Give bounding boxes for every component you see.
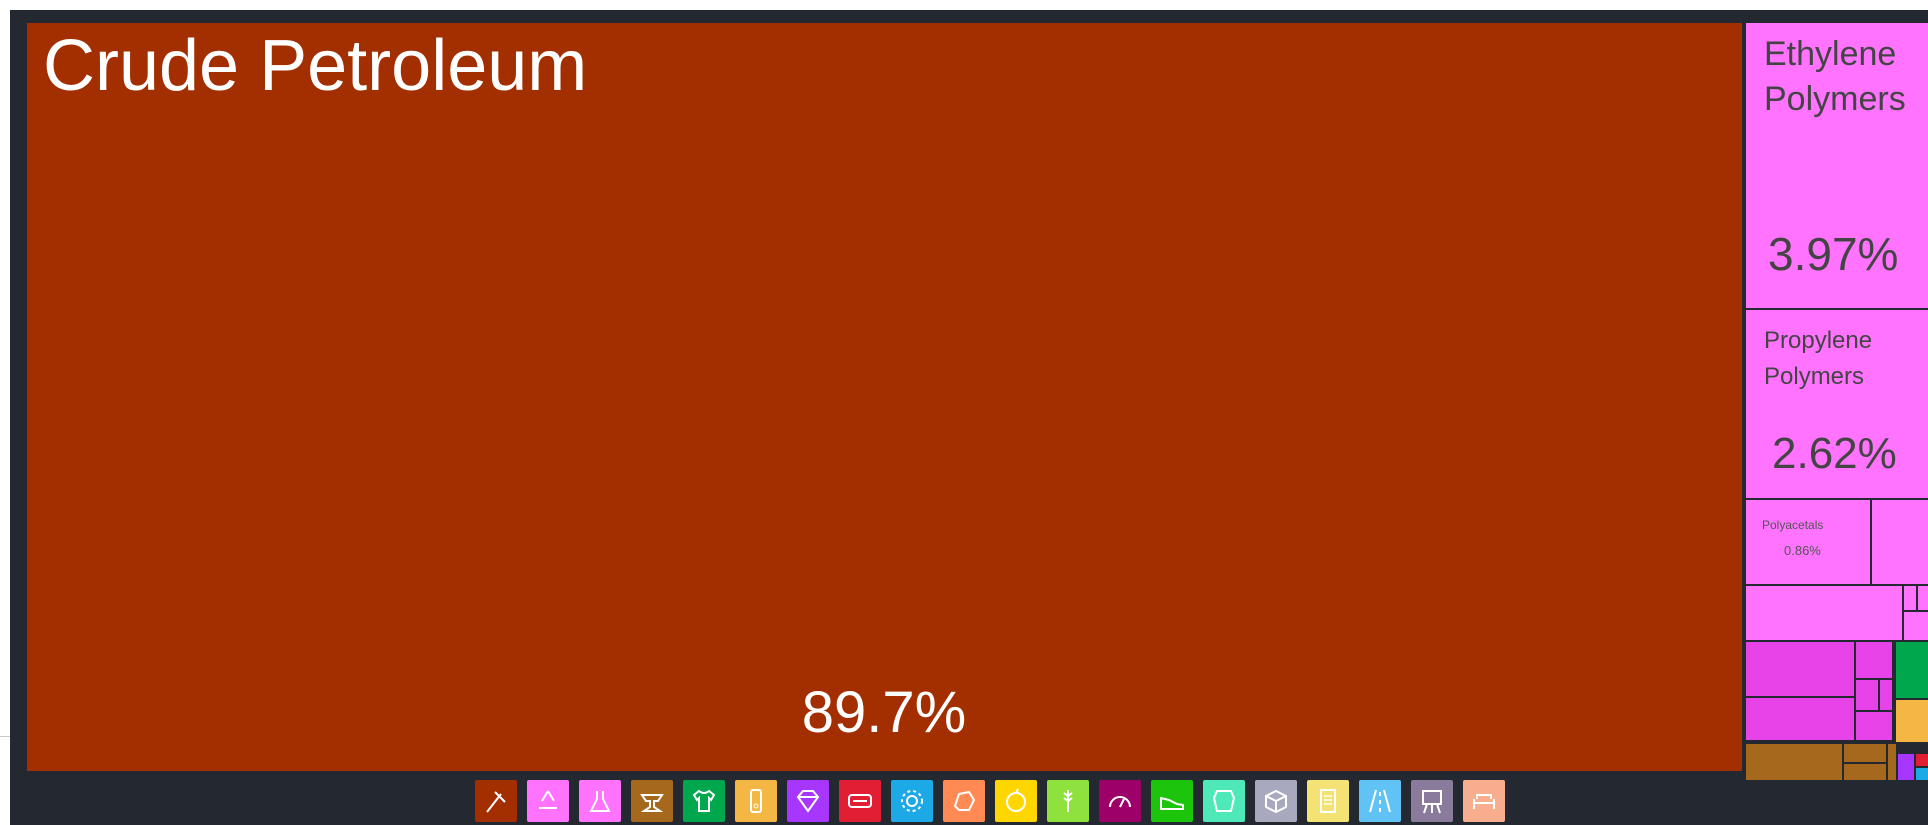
tile-small-3[interactable] (1904, 586, 1916, 610)
easel-icon[interactable] (1411, 780, 1453, 822)
tile-metals-2[interactable] (1844, 744, 1886, 762)
chart-frame: Crude Petroleum 89.7% Ethylene Polymers … (10, 10, 1928, 825)
gauge-icon[interactable] (1099, 780, 1141, 822)
tile-small-5[interactable] (1904, 612, 1928, 640)
shoe-icon[interactable] (1151, 780, 1193, 822)
paper-icon[interactable] (1307, 780, 1349, 822)
tile-label-propylene-polymers-2: Polymers (1764, 363, 1864, 390)
tile-value-polyacetals: 0.86% (1784, 543, 1821, 558)
tile-chem-4[interactable] (1856, 680, 1878, 710)
tile-value-crude-petroleum: 89.7% (802, 680, 966, 745)
wheat-icon[interactable] (1047, 780, 1089, 822)
tile-ethylene-polymers[interactable] (1746, 23, 1928, 308)
minerals-icon[interactable] (475, 780, 517, 822)
tile-value-ethylene-polymers: 3.97% (1768, 228, 1898, 280)
tile-chem-1[interactable] (1746, 642, 1854, 696)
recycling-icon[interactable] (527, 780, 569, 822)
bottle-icon[interactable] (735, 780, 777, 822)
tile-chem-6[interactable] (1856, 712, 1892, 740)
tile-metals-4[interactable] (1888, 744, 1896, 780)
flask-icon[interactable] (579, 780, 621, 822)
tile-small-2[interactable] (1746, 586, 1902, 640)
tile-chem-5[interactable] (1880, 680, 1892, 710)
hide-icon[interactable] (1203, 780, 1245, 822)
shirt-icon[interactable] (683, 780, 725, 822)
tile-metals-1[interactable] (1746, 744, 1842, 780)
tile-polyacetals[interactable] (1746, 500, 1870, 584)
sofa-icon[interactable] (1463, 780, 1505, 822)
category-icon-bar (475, 780, 1505, 822)
tile-propylene-polymers[interactable] (1746, 310, 1928, 498)
treemap: Crude Petroleum 89.7% Ethylene Polymers … (27, 23, 1928, 780)
gem-icon[interactable] (787, 780, 829, 822)
tile-value-propylene-polymers: 2.62% (1772, 429, 1897, 478)
tile-label-ethylene-polymers-2: Polymers (1764, 80, 1906, 118)
tile-electronics[interactable] (1916, 754, 1928, 766)
gear-icon[interactable] (891, 780, 933, 822)
tile-chem-2[interactable] (1746, 698, 1854, 740)
tile-label-ethylene-polymers-1: Ethylene (1764, 35, 1896, 73)
road-icon[interactable] (1359, 780, 1401, 822)
tile-label-propylene-polymers-1: Propylene (1764, 327, 1872, 354)
tile-small-4[interactable] (1918, 586, 1928, 610)
fruit-icon[interactable] (995, 780, 1037, 822)
box-icon[interactable] (1255, 780, 1297, 822)
tile-metals-3[interactable] (1844, 764, 1886, 780)
tile-machines[interactable] (1916, 768, 1928, 780)
keyboard-icon[interactable] (839, 780, 881, 822)
axis-tick (0, 736, 10, 737)
tile-plastics[interactable] (1896, 700, 1928, 742)
tile-chem-3[interactable] (1856, 642, 1892, 678)
anvil-icon[interactable] (631, 780, 673, 822)
tile-crude-petroleum[interactable] (27, 23, 1742, 771)
tile-small-1[interactable] (1872, 500, 1928, 584)
stone-icon[interactable] (943, 780, 985, 822)
tile-textiles[interactable] (1896, 642, 1928, 698)
tile-label-crude-petroleum: Crude Petroleum (43, 26, 587, 106)
tile-stones[interactable] (1898, 754, 1914, 780)
tile-label-polyacetals: Polyacetals (1762, 518, 1823, 532)
